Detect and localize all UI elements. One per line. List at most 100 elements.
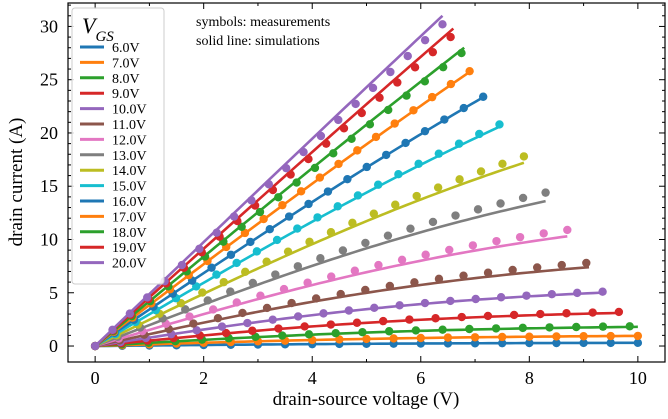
- measurement-point: [240, 228, 250, 238]
- measurement-point: [374, 260, 383, 270]
- measurement-point: [409, 106, 418, 115]
- measurement-point: [438, 62, 448, 72]
- legend-label: 6.0V: [112, 41, 140, 56]
- legend-label: 10.0V: [112, 103, 147, 118]
- annotation-simulations: solid line: simulations: [196, 34, 320, 49]
- measurement-point: [421, 250, 430, 259]
- measurement-point: [522, 291, 531, 300]
- measurement-point: [562, 309, 571, 318]
- measurement-point: [361, 285, 370, 295]
- measurement-point: [412, 191, 421, 201]
- legend-label: 7.0V: [112, 56, 140, 71]
- x-tick-label: 2: [199, 368, 208, 388]
- measurement-point: [536, 309, 545, 319]
- measurement-point: [411, 326, 421, 335]
- measurement-point: [532, 263, 542, 272]
- measurement-point: [476, 167, 486, 176]
- measurement-point: [300, 322, 309, 331]
- measurement-point: [606, 331, 615, 341]
- measurement-point: [420, 77, 430, 86]
- measurement-point: [335, 335, 344, 344]
- y-axis-label: drain current (A): [6, 118, 27, 247]
- legend-label: 14.0V: [112, 164, 147, 179]
- measurement-point: [633, 331, 643, 341]
- measurement-point: [108, 325, 117, 335]
- measurement-point: [368, 83, 378, 93]
- measurement-point: [491, 324, 501, 333]
- measurement-point: [552, 332, 561, 341]
- measurement-point: [508, 265, 517, 275]
- measurement-point: [219, 277, 228, 287]
- y-tick-label: 20: [40, 123, 58, 143]
- measurement-point: [329, 149, 338, 158]
- measurement-point: [434, 274, 444, 284]
- measurement-point: [563, 225, 572, 235]
- simulation-line: [94, 14, 444, 347]
- measurement-point: [351, 99, 360, 109]
- measurement-point: [427, 92, 437, 102]
- measurement-point: [348, 218, 357, 228]
- measurement-point: [256, 291, 265, 300]
- legend-label: 18.0V: [112, 226, 147, 241]
- legend-label: 16.0V: [112, 195, 147, 210]
- measurement-point: [446, 32, 455, 42]
- legend-label: 11.0V: [112, 118, 146, 133]
- measurement-point: [403, 51, 412, 61]
- measurement-point: [350, 266, 360, 275]
- measurement-point: [416, 333, 425, 343]
- measurement-point: [375, 93, 384, 102]
- measurement-point: [203, 296, 212, 305]
- y-tick-label: 25: [40, 70, 58, 90]
- measurement-point: [475, 129, 484, 139]
- measurement-point: [401, 138, 410, 148]
- measurement-point: [358, 327, 367, 337]
- legend-title: VGS: [82, 13, 114, 45]
- measurement-point: [304, 330, 314, 339]
- measurement-point: [373, 180, 383, 189]
- measurement-point: [327, 272, 336, 281]
- measurement-point: [428, 217, 438, 227]
- measurement-point: [272, 235, 282, 245]
- measurement-point: [293, 224, 302, 233]
- measurement-point: [207, 263, 216, 272]
- measurement-point: [465, 66, 474, 76]
- measurement-point: [347, 134, 356, 144]
- measurement-point: [478, 92, 488, 101]
- measurement-point: [241, 267, 250, 277]
- measurement-point: [90, 341, 100, 351]
- measurement-point: [443, 333, 453, 342]
- measurement-point: [525, 332, 534, 341]
- measurement-point: [247, 196, 256, 205]
- measurement-point: [248, 278, 257, 288]
- measurement-point: [259, 214, 268, 224]
- measurement-point: [243, 318, 252, 328]
- y-tick-label: 10: [40, 229, 58, 249]
- measurement-point: [311, 294, 321, 303]
- y-tick-label: 5: [49, 283, 58, 303]
- measurement-point: [384, 327, 394, 336]
- simulation-line: [94, 199, 546, 348]
- measurement-point: [455, 175, 464, 184]
- measurement-point: [496, 199, 505, 208]
- measurement-point: [238, 308, 247, 318]
- measurement-point: [283, 247, 293, 256]
- measurement-point: [315, 173, 325, 182]
- measurement-point: [343, 174, 352, 184]
- annotation-measurements: symbols: measurements: [196, 15, 330, 30]
- measurement-point: [395, 301, 404, 310]
- measurement-point: [406, 224, 415, 233]
- measurement-point: [365, 120, 375, 129]
- measurement-point: [483, 311, 493, 321]
- measurement-point: [433, 183, 443, 192]
- legend-entries: 6.0V7.0V8.0V9.0V10.0V11.0V12.0V13.0V14.0…: [80, 41, 147, 272]
- measurement-point: [410, 278, 419, 287]
- measurement-point: [390, 119, 399, 128]
- measurement-point: [181, 305, 190, 314]
- measurement-point: [492, 236, 501, 246]
- measurement-point: [336, 289, 345, 299]
- measurement-point: [525, 338, 534, 348]
- series-20.0V: [90, 14, 447, 351]
- measurement-point: [598, 287, 607, 296]
- measurement-point: [339, 124, 349, 133]
- measurement-point: [451, 211, 460, 220]
